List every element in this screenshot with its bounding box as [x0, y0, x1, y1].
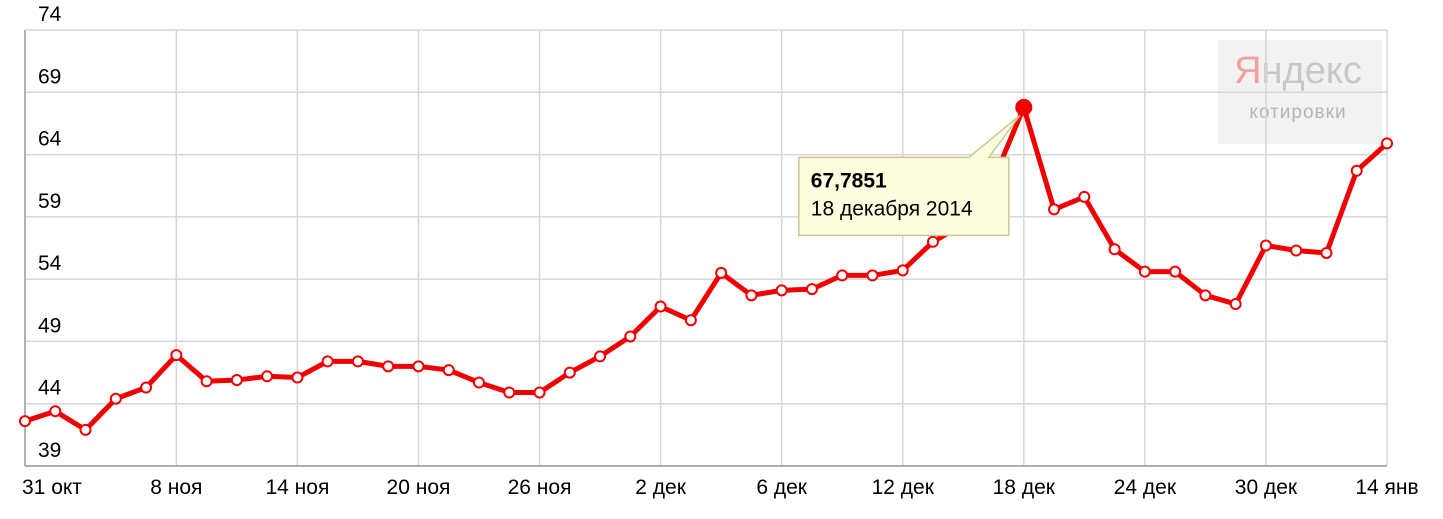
- x-tick-label: 20 ноя: [387, 476, 451, 499]
- grid: [25, 29, 1388, 467]
- tooltip-date: 18 декабря 2014: [811, 197, 973, 220]
- brand-part: Я: [1234, 50, 1261, 92]
- point: [382, 360, 395, 373]
- x-tick-label: 12 дек: [872, 476, 935, 499]
- point: [79, 423, 92, 436]
- point: [805, 283, 818, 296]
- point: [1048, 203, 1061, 216]
- tooltip: 67,7851 18 декабря 2014: [798, 114, 1021, 237]
- point: [1381, 137, 1393, 150]
- point: [1138, 265, 1151, 278]
- y-tick-label: 64: [38, 128, 62, 151]
- point: [261, 370, 274, 383]
- point: [1199, 289, 1212, 302]
- point: [684, 314, 697, 327]
- point: [473, 376, 485, 389]
- x-tick-label: 18 дек: [993, 476, 1056, 499]
- y-tick-label: 69: [38, 65, 61, 88]
- point: [594, 350, 607, 363]
- point: [836, 269, 849, 282]
- point: [715, 266, 728, 279]
- x-tick-label: 26 ноя: [508, 476, 572, 499]
- point: [351, 355, 364, 368]
- point: [896, 264, 909, 277]
- point: [200, 375, 213, 388]
- y-tick-label: 49: [38, 314, 61, 337]
- point: [170, 349, 183, 362]
- point: [321, 355, 334, 368]
- point: [775, 284, 788, 297]
- point: [533, 386, 546, 399]
- x-tick-label: 8 ноя: [150, 476, 202, 499]
- point: [503, 386, 516, 399]
- watermark-brand: Яндекс: [1234, 50, 1362, 92]
- y-tick-label: 54: [38, 252, 62, 275]
- point: [563, 366, 576, 379]
- x-tick-label: 2 дек: [635, 476, 686, 499]
- point: [927, 235, 939, 248]
- point: [654, 300, 667, 313]
- point: [1259, 239, 1272, 252]
- point: [49, 405, 62, 418]
- watermark-sub: котировки: [1249, 102, 1346, 123]
- series-line: [24, 104, 1389, 433]
- point: [442, 364, 455, 377]
- x-tick-label: 24 дек: [1114, 476, 1177, 499]
- x-tick-label: 30 дек: [1235, 476, 1298, 499]
- x-tick-label: 14 ноя: [265, 476, 329, 499]
- point: [291, 371, 304, 384]
- brand-part: ндекс: [1262, 50, 1362, 92]
- point: [624, 330, 637, 343]
- highlight-point: [1015, 98, 1033, 116]
- point: [412, 360, 425, 373]
- y-tick-label: 59: [38, 190, 61, 213]
- point: [745, 289, 758, 302]
- point: [1078, 190, 1091, 203]
- point: [109, 392, 122, 405]
- y-tick-label: 44: [38, 377, 62, 400]
- point: [19, 415, 31, 428]
- point: [230, 374, 243, 387]
- x-tick-label: 6 дек: [756, 476, 807, 499]
- point: [1169, 265, 1182, 278]
- point: [1290, 244, 1303, 257]
- y-tick-label: 74: [38, 3, 62, 26]
- point: [1320, 246, 1333, 259]
- point: [140, 381, 153, 394]
- x-tick-label: 14 янв: [1355, 476, 1418, 499]
- y-tick-label: 39: [38, 439, 61, 462]
- point: [1108, 243, 1121, 256]
- tooltip-box: [798, 114, 1021, 237]
- point: [1350, 164, 1363, 177]
- point: [1229, 298, 1242, 311]
- tooltip-value: 67,7851: [811, 169, 887, 192]
- x-tick-label: 31 окт: [22, 476, 82, 499]
- point: [866, 269, 879, 282]
